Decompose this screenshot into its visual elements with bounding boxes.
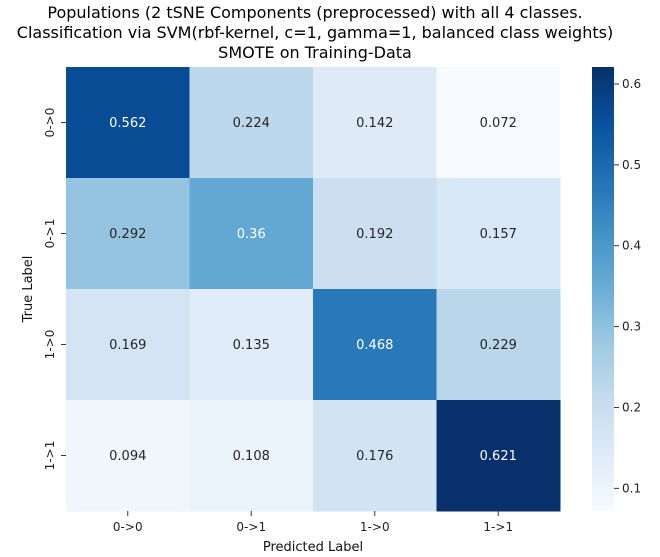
heatmap-cell (313, 400, 437, 512)
heatmap-cell (436, 289, 561, 401)
cell-value-label: 0.292 (109, 227, 146, 242)
cell-value-label: 0.072 (480, 116, 517, 131)
cell-value-label: 0.142 (356, 116, 393, 131)
chart-title: Populations (2 tSNE Components (preproce… (17, 3, 613, 62)
cell-value-label: 0.229 (480, 338, 517, 353)
y-tick-label: 0->1 (43, 219, 57, 249)
heatmap-cell (189, 400, 314, 512)
title-line-3: SMOTE on Training-Data (218, 43, 412, 62)
x-axis-ticks: 0->0 0->1 1->0 1->1 (113, 511, 513, 534)
heatmap-cell (436, 400, 561, 512)
y-tick-label: 1->0 (43, 330, 57, 360)
cell-value-label: 0.562 (109, 116, 146, 131)
y-tick-label: 1->1 (43, 441, 57, 471)
x-tick-label: 0->1 (236, 520, 266, 534)
heatmap-cell (189, 289, 314, 401)
cell-value-label: 0.621 (480, 449, 517, 464)
heatmap-cell (313, 289, 437, 401)
cell-value-label: 0.36 (237, 227, 266, 242)
cell-value-label: 0.135 (233, 338, 270, 353)
cell-value-label: 0.157 (480, 227, 517, 242)
cell-value-label: 0.176 (356, 449, 393, 464)
colorbar-tick-label: 0.2 (622, 400, 641, 414)
heatmap-cell (66, 400, 190, 512)
x-tick-label: 1->1 (483, 520, 513, 534)
heatmap-cell (66, 289, 190, 401)
title-line-1: Populations (2 tSNE Components (preproce… (47, 3, 582, 22)
heatmap-cell (189, 178, 314, 290)
heatmap-cell (66, 67, 190, 179)
heatmap-cell (436, 67, 561, 179)
colorbar-tick-label: 0.5 (622, 158, 641, 172)
x-tick-label: 1->0 (360, 520, 390, 534)
heatmap-cells: 0.562 0.224 0.142 0.072 0.292 0.36 0.192 0.157 0… (66, 67, 561, 512)
heatmap-cell (436, 178, 561, 290)
heatmap-cell (313, 67, 437, 179)
heatmap-cell (313, 178, 437, 290)
colorbar (592, 67, 614, 511)
cell-value-label: 0.224 (233, 116, 270, 131)
x-axis-label: Predicted Label (263, 540, 363, 555)
colorbar-tick-label: 0.3 (622, 320, 641, 334)
colorbar-tick-label: 0.1 (622, 481, 641, 495)
cell-value-label: 0.169 (109, 338, 146, 353)
x-tick-label: 0->0 (113, 520, 143, 534)
cell-value-label: 0.094 (109, 449, 146, 464)
colorbar-ticks: 0.1 0.2 0.3 0.4 0.5 0.6 (614, 77, 641, 495)
cell-value-label: 0.192 (356, 227, 393, 242)
cell-value-label: 0.108 (233, 449, 270, 464)
y-tick-label: 0->0 (43, 108, 57, 138)
y-axis-ticks: 0->0 0->1 1->0 1->1 (43, 108, 66, 471)
colorbar-tick-label: 0.6 (622, 77, 641, 91)
cell-value-label: 0.468 (356, 338, 393, 353)
title-line-2: Classification via SVM(rbf-kernel, c=1, … (17, 23, 613, 42)
colorbar-tick-label: 0.4 (622, 239, 641, 253)
heatmap-cell (66, 178, 190, 290)
heatmap-cell (189, 67, 314, 179)
y-axis-label: True Label (21, 256, 36, 324)
